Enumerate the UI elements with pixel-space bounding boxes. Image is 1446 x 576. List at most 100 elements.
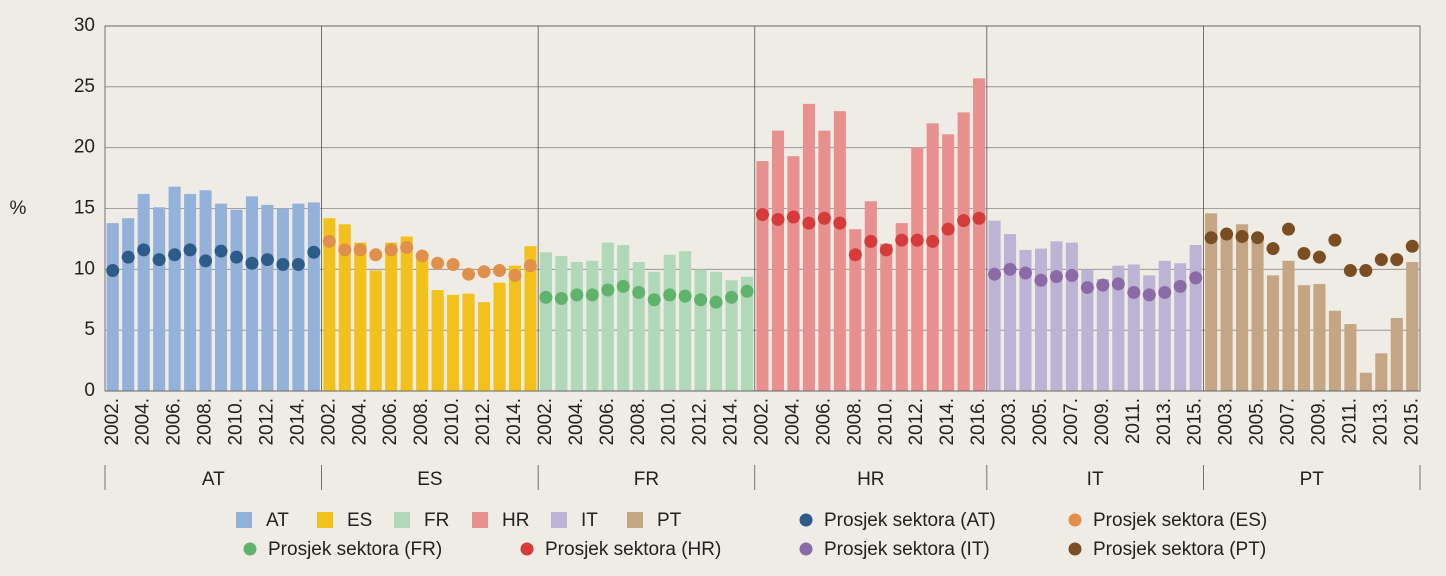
x-tick-label: 2014. — [504, 398, 525, 446]
x-tick-label: 2011. — [1123, 398, 1144, 444]
dot — [786, 210, 800, 224]
dot — [740, 284, 754, 298]
bar — [276, 208, 289, 391]
dot — [1096, 278, 1110, 292]
x-tick-label: 2006. — [380, 398, 401, 446]
bar — [261, 204, 274, 391]
x-tick-label: 2005. — [1247, 398, 1268, 446]
legend-label: HR — [502, 510, 529, 531]
dot — [694, 293, 708, 307]
dot — [1251, 231, 1265, 245]
legend-swatch — [551, 512, 567, 528]
dot — [1312, 250, 1326, 264]
dot — [570, 288, 584, 302]
bar — [957, 112, 970, 391]
dot — [230, 250, 243, 264]
dot — [725, 290, 739, 304]
dot — [554, 292, 568, 306]
plot-border — [104, 25, 1421, 392]
legend-swatch — [472, 512, 488, 528]
y-tick-label: 10 — [74, 258, 95, 279]
bar — [1375, 353, 1388, 391]
dot — [1266, 242, 1280, 256]
bar — [400, 236, 413, 391]
bar — [1019, 249, 1032, 391]
dot — [1003, 262, 1017, 276]
dot — [1142, 288, 1156, 302]
bar — [833, 111, 846, 392]
bar — [710, 271, 723, 391]
x-tick-label: 2004. — [133, 398, 154, 446]
dot — [817, 211, 831, 225]
dot — [895, 233, 909, 247]
dot — [1359, 264, 1373, 278]
bar — [539, 252, 552, 391]
y-tick-label: 0 — [84, 380, 95, 401]
legend-swatch — [799, 513, 813, 527]
dot — [601, 283, 615, 297]
bar — [508, 265, 522, 391]
y-tick-label: 5 — [84, 319, 95, 340]
bar — [354, 242, 367, 391]
x-tick-label: 2012. — [690, 398, 711, 446]
x-tick-label: 2003. — [999, 398, 1020, 446]
dot — [1390, 253, 1404, 267]
x-tick-label: 2004. — [349, 398, 370, 446]
dot — [678, 289, 692, 303]
y-tick-label: 30 — [74, 15, 95, 36]
dot — [106, 264, 120, 278]
y-tick-label: 20 — [74, 137, 95, 158]
dot — [152, 253, 166, 267]
bar — [493, 282, 506, 391]
bar — [679, 251, 692, 391]
legend-swatch — [394, 512, 410, 528]
x-tick-label: 2008. — [195, 398, 216, 446]
dot — [941, 222, 955, 236]
dot — [338, 243, 352, 257]
x-tick-label: 2004. — [566, 398, 587, 446]
bar — [292, 203, 305, 391]
x-tick-label: 2010. — [226, 398, 247, 446]
legend-label: Prosjek sektora (ES) — [1093, 510, 1267, 531]
x-tick-label: 2008. — [844, 398, 865, 446]
dot — [663, 288, 677, 302]
bar — [725, 280, 738, 391]
x-tick-label: 2007. — [1061, 398, 1082, 446]
bar — [477, 302, 491, 391]
bar — [245, 196, 259, 391]
legend-label: Prosjek sektora (FR) — [268, 539, 442, 560]
x-tick-label: 2009. — [1092, 398, 1113, 446]
dot — [462, 267, 476, 281]
legend-label: PT — [657, 510, 682, 531]
bar — [307, 202, 320, 391]
dot — [926, 234, 940, 248]
bar — [1003, 234, 1017, 391]
bar — [1189, 245, 1202, 391]
bar — [230, 209, 243, 391]
bar — [1251, 236, 1264, 391]
dot — [523, 259, 537, 273]
bar — [771, 130, 785, 391]
x-tick-label: 2002. — [102, 398, 123, 446]
dot — [322, 234, 336, 248]
bar — [524, 246, 537, 391]
bar — [385, 242, 398, 391]
bar — [1266, 275, 1280, 391]
bar — [1034, 248, 1048, 391]
panel-label: ES — [417, 469, 442, 490]
legend-label: FR — [424, 510, 449, 531]
legend-swatch — [236, 512, 252, 528]
x-tick-label: 2016. — [968, 398, 989, 446]
bar — [1359, 372, 1372, 391]
y-axis-label: % — [10, 198, 27, 219]
bar — [1143, 275, 1156, 391]
legend-swatch — [317, 512, 333, 528]
bar — [1174, 263, 1187, 391]
bar — [1050, 241, 1063, 391]
dot — [477, 265, 491, 279]
x-tick-label: 2006. — [164, 398, 185, 446]
dot — [1374, 253, 1388, 267]
bar — [168, 186, 181, 391]
x-tick-label: 2004. — [782, 398, 803, 446]
